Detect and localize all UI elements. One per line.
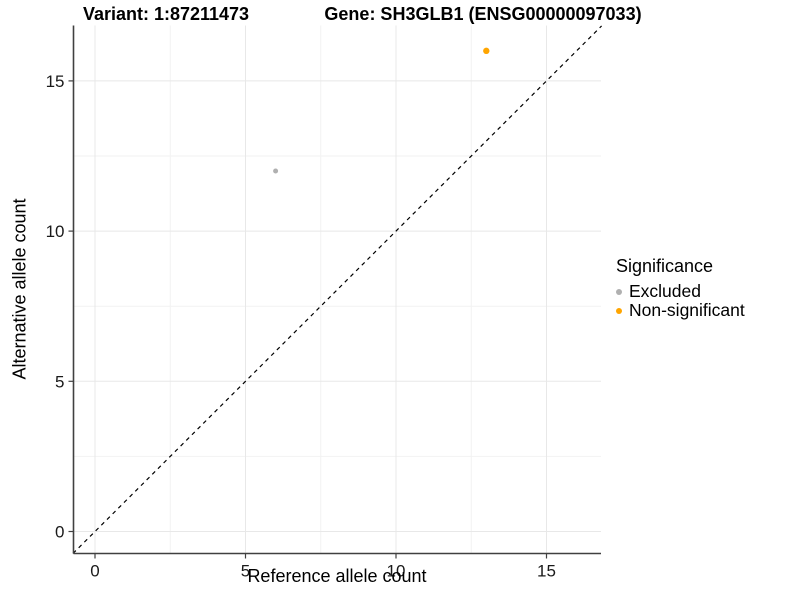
legend-dot-icon	[616, 307, 622, 314]
y-tick-label: 15	[46, 72, 65, 91]
x-axis-title: Reference allele count	[247, 566, 427, 586]
x-tick-label: 15	[537, 562, 556, 581]
y-tick-label: 5	[55, 372, 64, 391]
y-axis-title: Alternative allele count	[9, 198, 30, 380]
legend-title: Significance	[616, 256, 714, 276]
legend-dot-icon	[616, 288, 622, 295]
legend-items: Excluded Non-significant	[616, 282, 745, 320]
identity-line	[72, 25, 603, 554]
gene-title: Gene: SH3GLB1 (ENSG00000097033)	[324, 4, 642, 24]
legend-item-label: Non-significant	[629, 300, 745, 320]
data-point-excluded	[273, 168, 279, 174]
data-point-non-significant	[483, 47, 490, 55]
legend-item-label: Excluded	[629, 281, 701, 301]
x-tick-label: 0	[90, 562, 99, 581]
x-tick-label: 5	[241, 562, 250, 581]
y-tick-label: 10	[46, 222, 65, 241]
legend-item: Excluded	[616, 282, 745, 301]
variant-title: Variant: 1:87211473	[82, 4, 250, 24]
legend: Significance Excluded Non-significant	[616, 256, 745, 320]
legend-item: Non-significant	[616, 301, 745, 320]
y-tick-label: 0	[55, 523, 64, 542]
x-tick-label: 10	[387, 562, 406, 581]
